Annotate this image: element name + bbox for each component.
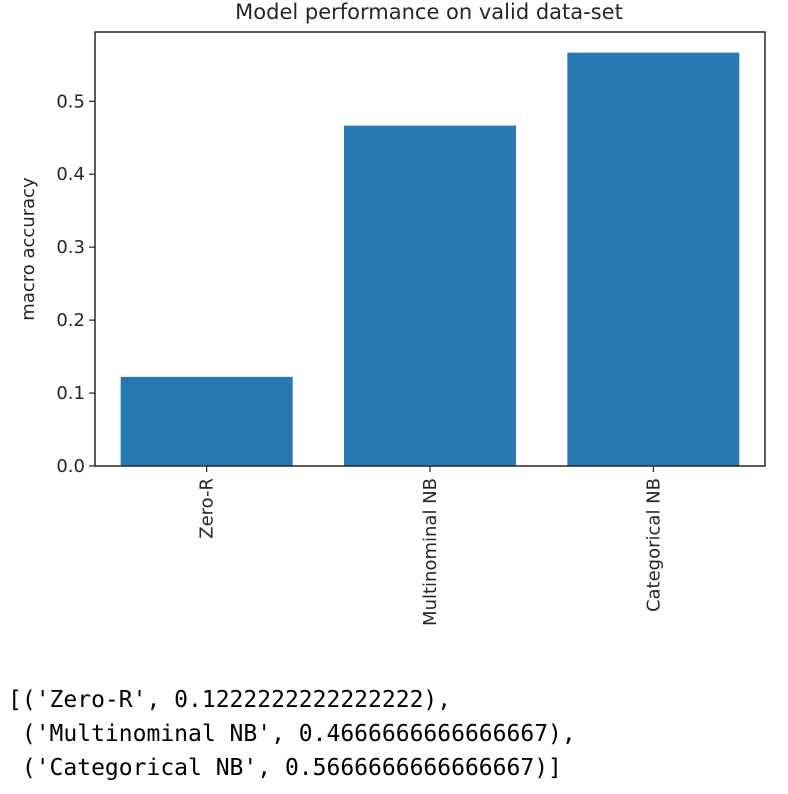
- x-tick-label: Categorical NB: [643, 478, 664, 612]
- output-line: ('Categorical NB', 0.5666666666666667)]: [8, 755, 562, 781]
- y-tick-label: 0.2: [56, 310, 85, 331]
- y-tick-label: 0.4: [56, 164, 85, 185]
- y-tick-label: 0.5: [56, 91, 85, 112]
- plot-frame: [94, 31, 766, 467]
- x-tick-label: Zero-R: [197, 478, 218, 539]
- bar: [567, 52, 740, 467]
- y-tick-label: 0.1: [56, 383, 85, 404]
- output-line: ('Multinominal NB', 0.4666666666666667),: [8, 721, 576, 747]
- y-axis-ticks: 0.0 0.1 0.2 0.3 0.4 0.5: [56, 91, 95, 477]
- y-tick-label: 0.0: [56, 456, 85, 477]
- y-tick-label: 0.3: [56, 237, 85, 258]
- cell-output: [('Zero-R', 0.1222222222222222), ('Multi…: [8, 683, 576, 785]
- chart-title: Model performance on valid data-set: [235, 0, 623, 24]
- bar: [344, 125, 516, 466]
- bar: [120, 376, 293, 466]
- bars: [120, 52, 740, 467]
- output-line: [('Zero-R', 0.1222222222222222),: [8, 687, 452, 713]
- x-tick-label: Multinominal NB: [420, 478, 441, 626]
- y-axis-label: macro accuracy: [18, 177, 39, 321]
- bar-chart: Model performance on valid data-set macr…: [18, 0, 766, 626]
- x-axis-ticks: Zero-R Multinominal NB Categorical NB: [197, 466, 664, 626]
